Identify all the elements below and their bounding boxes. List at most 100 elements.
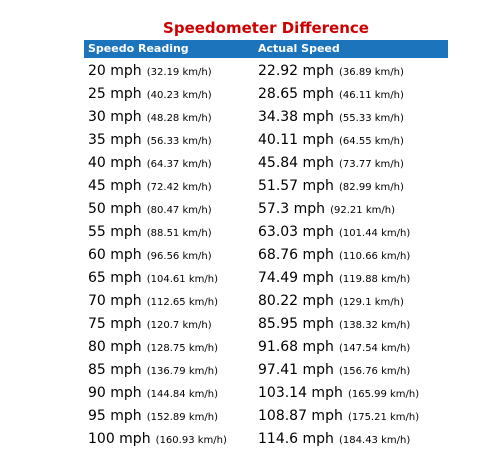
speedo-kmh-value: (48.28 km/h) [146, 113, 212, 124]
speed-table: Speedo Reading Actual Speed 20 mph (32.1… [84, 40, 448, 451]
speedo-mph-value: 100 mph [88, 431, 151, 447]
speedo-reading-cell: 90 mph (144.84 km/h) [84, 382, 254, 405]
actual-kmh-value: (138.32 km/h) [339, 320, 411, 331]
actual-kmh-value: (147.54 km/h) [339, 343, 411, 354]
speedo-mph-value: 30 mph [88, 109, 142, 125]
table-row: 25 mph (40.23 km/h) 28.65 mph (46.11 km/h… [84, 83, 448, 106]
actual-mph-value: 68.76 mph [258, 247, 334, 263]
table-header-row: Speedo Reading Actual Speed [84, 40, 448, 58]
speedo-reading-cell: 45 mph (72.42 km/h) [84, 175, 254, 198]
actual-mph-value: 63.03 mph [258, 224, 334, 240]
actual-mph-value: 22.92 mph [258, 63, 334, 79]
speedo-reading-cell: 60 mph (96.56 km/h) [84, 244, 254, 267]
actual-mph-value: 57.3 mph [258, 201, 326, 217]
table-row: 50 mph (80.47 km/h) 57.3 mph (92.21 km/h) [84, 198, 448, 221]
speedo-mph-value: 45 mph [88, 178, 142, 194]
speedo-reading-cell: 70 mph (112.65 km/h) [84, 290, 254, 313]
actual-kmh-value: (55.33 km/h) [339, 113, 404, 124]
speedo-reading-cell: 55 mph (88.51 km/h) [84, 221, 254, 244]
actual-speed-cell: 68.76 mph (110.66 km/h) [254, 244, 448, 267]
speedo-reading-cell: 80 mph (128.75 km/h) [84, 336, 254, 359]
speedo-kmh-value: (64.37 km/h) [146, 159, 212, 170]
actual-speed-cell: 85.95 mph (138.32 km/h) [254, 313, 448, 336]
actual-kmh-value: (36.89 km/h) [339, 67, 404, 78]
speedo-kmh-value: (80.47 km/h) [146, 205, 212, 216]
table-row: 90 mph (144.84 km/h) 103.14 mph (165.99 k… [84, 382, 448, 405]
actual-speed-cell: 28.65 mph (46.11 km/h) [254, 83, 448, 106]
actual-mph-value: 91.68 mph [258, 339, 334, 355]
speedo-mph-value: 70 mph [88, 293, 142, 309]
actual-speed-cell: 34.38 mph (55.33 km/h) [254, 106, 448, 129]
table-row: 35 mph (56.33 km/h) 40.11 mph (64.55 km/h… [84, 129, 448, 152]
actual-mph-value: 28.65 mph [258, 86, 334, 102]
speedo-mph-value: 75 mph [88, 316, 142, 332]
speedo-kmh-value: (96.56 km/h) [146, 251, 212, 262]
table-row: 65 mph (104.61 km/h) 74.49 mph (119.88 km… [84, 267, 448, 290]
table-row: 30 mph (48.28 km/h) 34.38 mph (55.33 km/h… [84, 106, 448, 129]
actual-speed-cell: 22.92 mph (36.89 km/h) [254, 58, 448, 83]
table-row: 85 mph (136.79 km/h) 97.41 mph (156.76 km… [84, 359, 448, 382]
actual-kmh-value: (165.99 km/h) [347, 389, 420, 400]
speedo-mph-value: 95 mph [88, 408, 142, 424]
column-header-speedo: Speedo Reading [84, 40, 254, 58]
actual-speed-cell: 80.22 mph (129.1 km/h) [254, 290, 448, 313]
speedo-kmh-value: (88.51 km/h) [146, 228, 212, 239]
speedo-mph-value: 65 mph [88, 270, 142, 286]
table-row: 55 mph (88.51 km/h) 63.03 mph (101.44 km/… [84, 221, 448, 244]
speedo-kmh-value: (160.93 km/h) [155, 435, 227, 446]
speedo-mph-value: 20 mph [88, 63, 142, 79]
actual-kmh-value: (101.44 km/h) [339, 228, 411, 239]
speedo-mph-value: 35 mph [88, 132, 142, 148]
speedo-mph-value: 90 mph [88, 385, 142, 401]
actual-speed-cell: 114.6 mph (184.43 km/h) [254, 428, 448, 451]
actual-mph-value: 45.84 mph [258, 155, 334, 171]
actual-kmh-value: (64.55 km/h) [339, 136, 404, 147]
actual-mph-value: 85.95 mph [258, 316, 334, 332]
speedo-mph-value: 25 mph [88, 86, 142, 102]
actual-kmh-value: (184.43 km/h) [339, 435, 411, 446]
speedo-kmh-value: (32.19 km/h) [146, 67, 212, 78]
speedo-mph-value: 85 mph [88, 362, 142, 378]
speedo-kmh-value: (128.75 km/h) [146, 343, 218, 354]
speedo-reading-cell: 85 mph (136.79 km/h) [84, 359, 254, 382]
speedo-reading-cell: 50 mph (80.47 km/h) [84, 198, 254, 221]
actual-mph-value: 51.57 mph [258, 178, 334, 194]
speedo-reading-cell: 40 mph (64.37 km/h) [84, 152, 254, 175]
actual-kmh-value: (110.66 km/h) [339, 251, 411, 262]
speedo-reading-cell: 30 mph (48.28 km/h) [84, 106, 254, 129]
column-header-actual: Actual Speed [254, 40, 448, 58]
speedo-kmh-value: (136.79 km/h) [146, 366, 218, 377]
table-row: 20 mph (32.19 km/h) 22.92 mph (36.89 km/h… [84, 58, 448, 83]
speedo-reading-cell: 35 mph (56.33 km/h) [84, 129, 254, 152]
speedo-reading-cell: 65 mph (104.61 km/h) [84, 267, 254, 290]
actual-mph-value: 74.49 mph [258, 270, 334, 286]
actual-mph-value: 103.14 mph [258, 385, 343, 401]
actual-speed-cell: 40.11 mph (64.55 km/h) [254, 129, 448, 152]
table-row: 40 mph (64.37 km/h) 45.84 mph (73.77 km/h… [84, 152, 448, 175]
speedo-reading-cell: 25 mph (40.23 km/h) [84, 83, 254, 106]
actual-speed-cell: 91.68 mph (147.54 km/h) [254, 336, 448, 359]
speedo-kmh-value: (104.61 km/h) [146, 274, 218, 285]
actual-mph-value: 80.22 mph [258, 293, 334, 309]
speedo-mph-value: 50 mph [88, 201, 142, 217]
speedo-kmh-value: (120.7 km/h) [146, 320, 212, 331]
actual-speed-cell: 57.3 mph (92.21 km/h) [254, 198, 448, 221]
speedo-kmh-value: (56.33 km/h) [146, 136, 212, 147]
actual-speed-cell: 74.49 mph (119.88 km/h) [254, 267, 448, 290]
speedo-kmh-value: (40.23 km/h) [146, 90, 212, 101]
table-row: 75 mph (120.7 km/h) 85.95 mph (138.32 km/… [84, 313, 448, 336]
table-body: 20 mph (32.19 km/h) 22.92 mph (36.89 km/h… [84, 58, 448, 451]
actual-speed-cell: 45.84 mph (73.77 km/h) [254, 152, 448, 175]
table-row: 95 mph (152.89 km/h) 108.87 mph (175.21 k… [84, 405, 448, 428]
actual-mph-value: 114.6 mph [258, 431, 334, 447]
table-row: 60 mph (96.56 km/h) 68.76 mph (110.66 km/… [84, 244, 448, 267]
speedo-kmh-value: (112.65 km/h) [146, 297, 218, 308]
actual-kmh-value: (129.1 km/h) [339, 297, 404, 308]
actual-mph-value: 40.11 mph [258, 132, 334, 148]
speedo-kmh-value: (72.42 km/h) [146, 182, 212, 193]
actual-kmh-value: (92.21 km/h) [330, 205, 395, 216]
actual-kmh-value: (156.76 km/h) [339, 366, 411, 377]
speedo-mph-value: 55 mph [88, 224, 142, 240]
actual-mph-value: 34.38 mph [258, 109, 334, 125]
speedo-reading-cell: 20 mph (32.19 km/h) [84, 58, 254, 83]
